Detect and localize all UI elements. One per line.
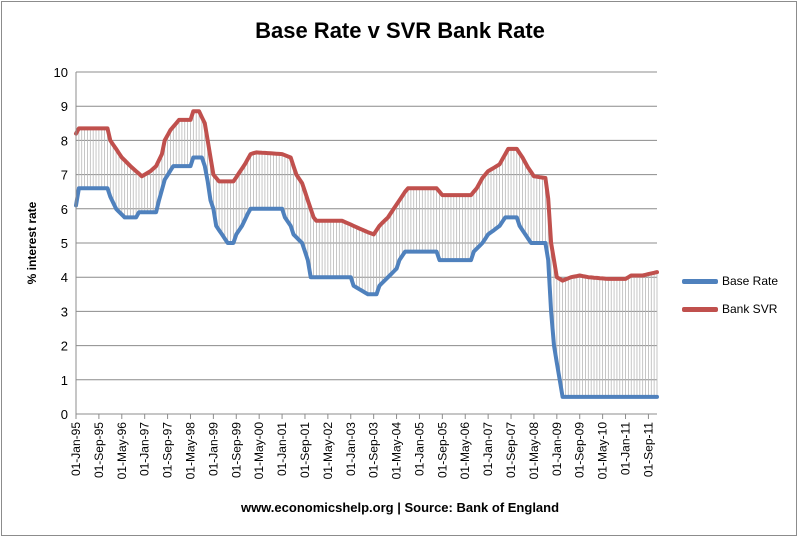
y-tick-labels: 0 1 2 3 4 5 6 7 8 9 10 (54, 65, 68, 422)
y-tick-label: 1 (61, 373, 68, 388)
gridlines (76, 71, 657, 415)
series-line-bank-svr (74, 109, 659, 283)
axes (75, 72, 657, 415)
x-tick-label: 01-Jan-99 (206, 422, 220, 476)
spread-drop-lines (75, 111, 658, 397)
x-tick-label: 01-Sep-05 (435, 422, 449, 478)
x-tick-label: 01-May-96 (115, 422, 129, 480)
x-tick-label: 01-Jan-01 (275, 422, 289, 476)
y-tick-label: 8 (61, 133, 68, 148)
legend-swatch-base-rate (682, 278, 718, 284)
x-tick-label: 01-May-02 (321, 422, 335, 480)
legend-swatch-bank-svr (682, 306, 718, 312)
source-note: www.economicshelp.org | Source: Bank of … (240, 500, 560, 515)
x-tick-label: 01-Sep-97 (161, 422, 175, 478)
x-tick-label: 01-May-00 (252, 422, 266, 480)
x-tick-label: 01-May-10 (596, 422, 610, 480)
x-tick-label: 01-May-06 (458, 422, 472, 480)
chart-title: Base Rate v SVR Bank Rate (255, 18, 545, 43)
y-tick-label: 10 (54, 65, 68, 80)
x-tick-label: 01-Sep-09 (573, 422, 587, 478)
y-tick-label: 5 (61, 236, 68, 251)
y-tick-label: 4 (61, 270, 68, 285)
x-tick-label: 01-Jan-05 (412, 422, 426, 476)
series-lines (74, 109, 659, 399)
x-tick-label: 01-Sep-11 (641, 422, 655, 477)
x-tick-label: 01-Sep-01 (298, 422, 312, 478)
x-tick-label: 01-May-98 (183, 422, 197, 480)
y-tick-label: 3 (61, 304, 68, 319)
legend-label-base-rate: Base Rate (722, 274, 779, 288)
series-line-base-rate (74, 155, 659, 399)
x-tick-label: 01-Jan-03 (344, 422, 358, 476)
y-tick-label: 0 (61, 407, 68, 422)
x-tick-labels: 01-Jan-95 01-Sep-95 01-May-96 01-Jan-97 01-S… (69, 414, 655, 479)
y-tick-label: 6 (61, 202, 68, 217)
x-tick-label: 01-Jan-07 (481, 422, 495, 476)
y-tick-label: 2 (61, 339, 68, 354)
x-tick-label: 01-Sep-03 (367, 422, 381, 478)
x-tick-label: 01-Jan-11 (619, 422, 633, 475)
x-tick-label: 01-May-08 (527, 422, 541, 480)
y-tick-label: 9 (61, 99, 68, 114)
x-tick-label: 01-Jan-95 (69, 422, 83, 476)
x-tick-label: 01-Sep-07 (504, 422, 518, 478)
legend-item-bank-svr: Bank SVR (682, 301, 777, 317)
y-axis-label: % interest rate (25, 201, 39, 284)
x-tick-label: 01-Sep-95 (92, 422, 106, 478)
y-tick-label: 7 (61, 168, 68, 183)
x-tick-label: 01-May-04 (390, 422, 404, 480)
legend-label-bank-svr: Bank SVR (722, 302, 778, 316)
x-tick-label: 01-Sep-99 (229, 422, 243, 478)
x-tick-label: 01-Jan-97 (138, 422, 152, 476)
legend-item-base-rate: Base Rate (682, 273, 778, 289)
x-tick-label: 01-Jan-09 (550, 422, 564, 476)
